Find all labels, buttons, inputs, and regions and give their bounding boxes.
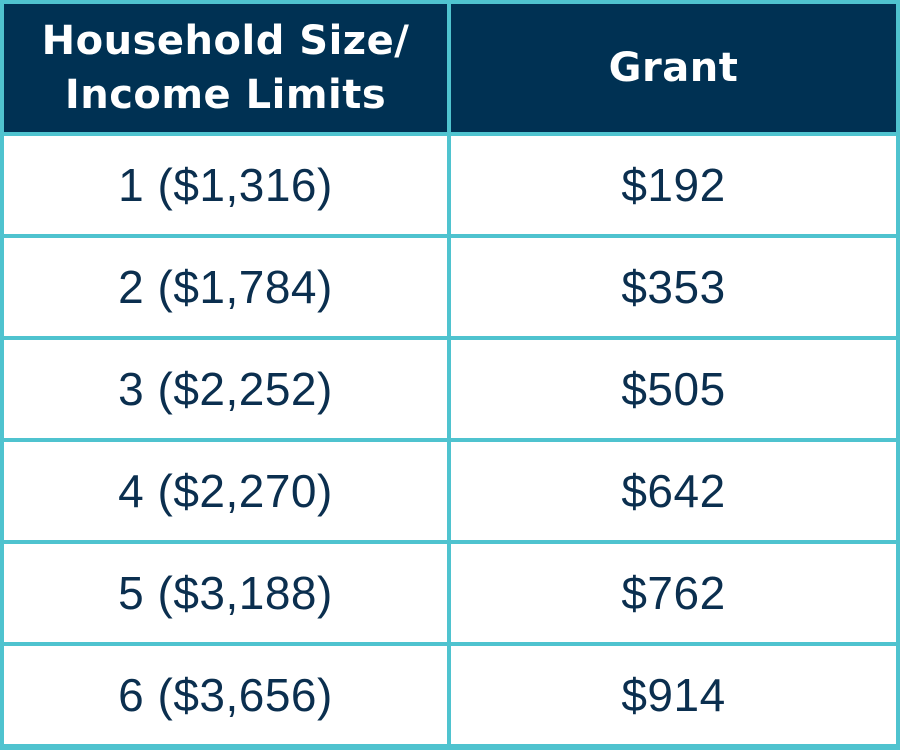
cell-household-size-income: 1 ($1,316) [4,136,447,234]
cell-household-size-income: 6 ($3,656) [4,646,447,744]
cell-grant-amount: $914 [451,646,896,744]
cell-grant-amount: $505 [451,340,896,438]
cell-household-size-income: 5 ($3,188) [4,544,447,642]
cell-household-size-income: 3 ($2,252) [4,340,447,438]
cell-household-size-income: 4 ($2,270) [4,442,447,540]
cell-grant-amount: $642 [451,442,896,540]
table-grid: Household Size/ Income Limits Grant 1 ($… [4,4,896,746]
header-grant: Grant [451,4,896,132]
cell-grant-amount: $192 [451,136,896,234]
cell-household-size-income: 2 ($1,784) [4,238,447,336]
cell-grant-amount: $762 [451,544,896,642]
header-line-1: Household Size/ [41,18,410,64]
header-household-size-income-limits: Household Size/ Income Limits [4,4,447,132]
header-line-2: Income Limits [64,72,387,118]
cell-grant-amount: $353 [451,238,896,336]
